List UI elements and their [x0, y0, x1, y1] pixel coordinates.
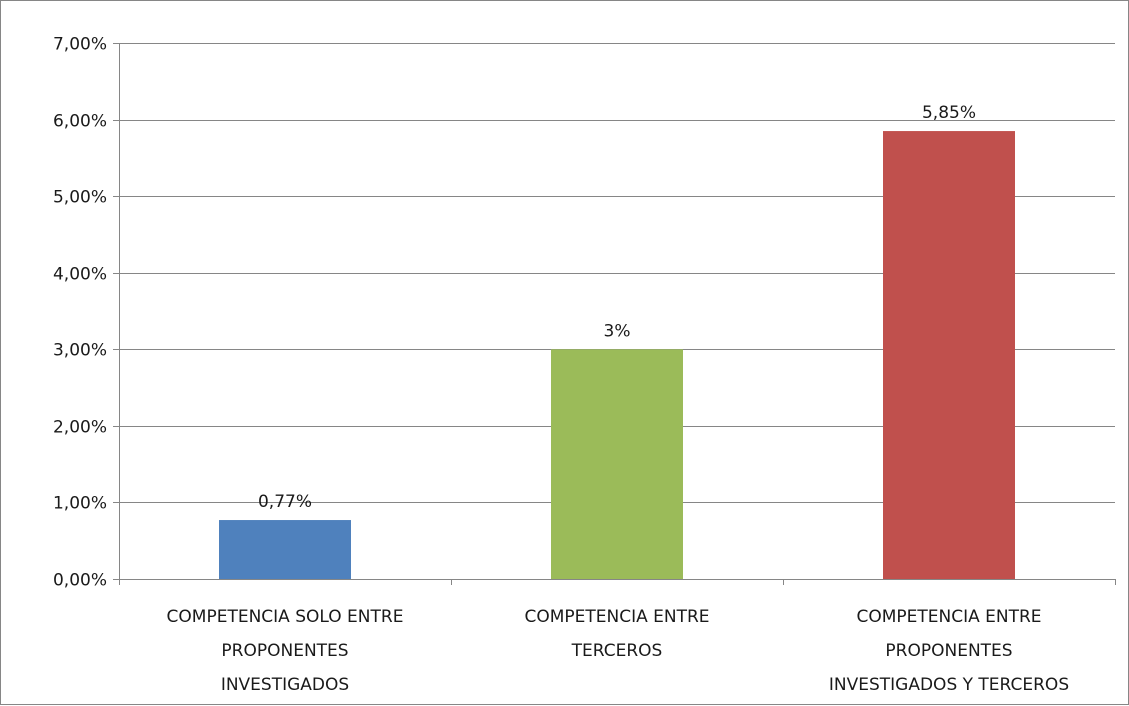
y-tick-label: 7,00% — [53, 35, 107, 55]
y-tick-label: 5,00% — [53, 188, 107, 208]
bars — [219, 131, 1015, 580]
data-label: 0,77% — [258, 492, 312, 512]
y-tick-label: 3,00% — [53, 341, 107, 361]
x-category-label: COMPETENCIA ENTRE — [856, 607, 1041, 627]
bar — [219, 520, 351, 579]
x-category-labels: COMPETENCIA SOLO ENTRE PROPONENTES INVESTI… — [167, 607, 1070, 695]
x-category-label: INVESTIGADOS — [221, 675, 349, 695]
data-labels: 0,77% 3% 5,85% — [258, 103, 976, 512]
data-label: 5,85% — [922, 103, 976, 123]
bar — [883, 131, 1015, 580]
y-tick-label: 1,00% — [53, 494, 107, 514]
y-tick-label: 2,00% — [53, 418, 107, 438]
bar — [551, 349, 683, 579]
x-category-label: COMPETENCIA ENTRE — [524, 607, 709, 627]
y-tick-label: 4,00% — [53, 265, 107, 285]
data-label: 3% — [604, 321, 631, 341]
y-tick-labels: 0,00% 1,00% 2,00% 3,00% 4,00% 5,00% 6,00% 7,00% — [53, 35, 107, 591]
x-category-label: INVESTIGADOS Y TERCEROS — [829, 675, 1069, 695]
x-category-label: PROPONENTES — [885, 641, 1012, 661]
axes — [113, 43, 1116, 585]
x-category-label: PROPONENTES — [221, 641, 348, 661]
y-tick-label: 0,00% — [53, 571, 107, 591]
x-category-label: TERCEROS — [571, 641, 663, 661]
x-category-label: COMPETENCIA SOLO ENTRE — [167, 607, 404, 627]
y-tick-label: 6,00% — [53, 112, 107, 132]
